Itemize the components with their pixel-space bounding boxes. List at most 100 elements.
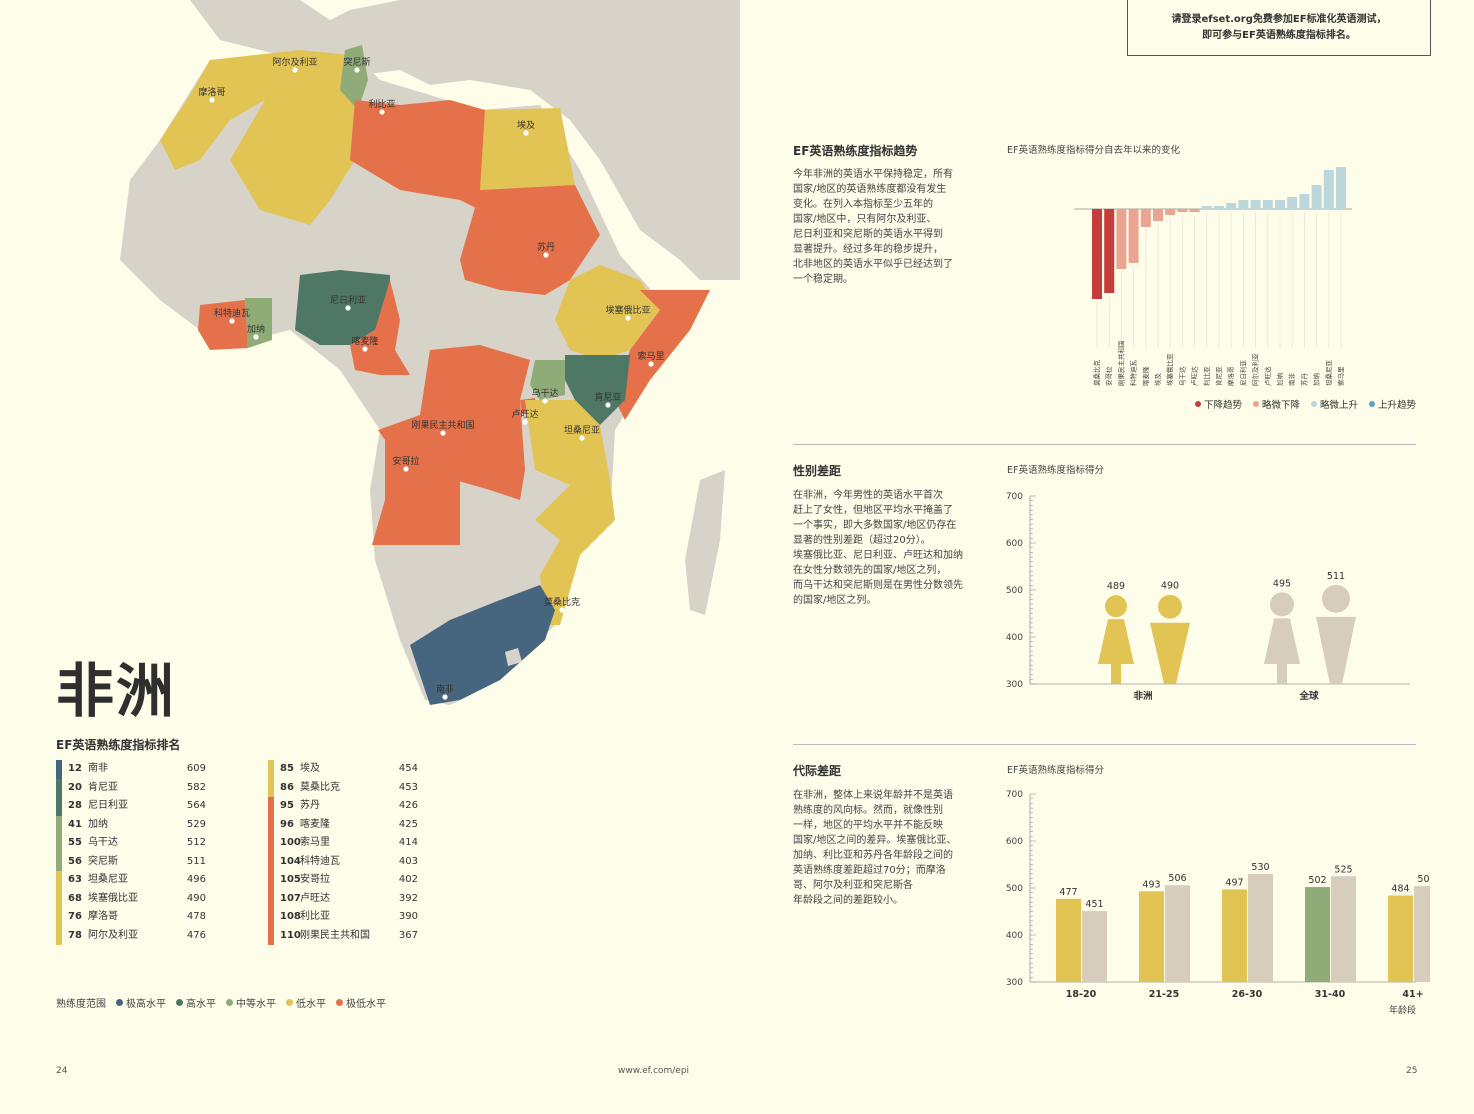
- age-tick-label: 400: [1006, 931, 1023, 941]
- age-value-label: 493: [1142, 879, 1160, 890]
- legend-item: 极高水平: [116, 995, 166, 1010]
- ranking-row: 105 安哥拉 402: [268, 871, 468, 890]
- trend-legend-dot-icon: [1311, 401, 1317, 407]
- map-city-dot: [292, 67, 298, 73]
- ranking-rank: 107: [280, 892, 301, 904]
- ranking-score: 511: [186, 855, 206, 867]
- map-city-dot: [403, 466, 409, 472]
- somalia: [615, 290, 710, 420]
- trend-bar: [1311, 185, 1322, 209]
- trend-bar: [1177, 209, 1188, 212]
- ranking-rank: 78: [68, 929, 82, 941]
- ranking-row: 95 苏丹 426: [268, 797, 468, 816]
- ranking-level-bar: [268, 889, 274, 908]
- age-value-label: 525: [1334, 864, 1352, 875]
- south-africa: [410, 585, 555, 705]
- map-city-dot: [625, 315, 631, 321]
- map-city-dot: [442, 694, 448, 700]
- ranking-rank: 28: [68, 800, 82, 811]
- age-value-label: 502: [1308, 875, 1326, 886]
- ranking-country: 安哥拉: [300, 874, 330, 885]
- ranking-country: 乌干达: [88, 837, 118, 848]
- ranking-country: 利比亚: [300, 911, 330, 922]
- gender-category-label: 非洲: [1133, 690, 1152, 702]
- map-label: 南非: [436, 683, 454, 695]
- map-city-dot: [648, 361, 654, 367]
- ranking-score: 403: [398, 855, 418, 867]
- ranking-country: 坦桑尼亚: [88, 874, 128, 885]
- age-category-label: 41+: [1402, 989, 1423, 1000]
- age-bar-second: [1082, 911, 1107, 982]
- ranking-rank: 95: [280, 800, 294, 811]
- ranking-level-bar: [56, 760, 62, 779]
- ranking-rank: 68: [68, 892, 82, 904]
- ranking-score: 512: [186, 837, 206, 848]
- ranking-rank: 100: [280, 837, 301, 848]
- gender-female-value: 495: [1273, 578, 1291, 589]
- page-number-right: 25: [1406, 1066, 1418, 1076]
- age-bar-first: [1222, 889, 1247, 982]
- ranking-country: 刚果民主共和国: [300, 929, 370, 941]
- ranking-row: 78 阿尔及利亚 476: [56, 926, 256, 945]
- gender-chart-caption: EF英语熟练度指标得分: [1007, 465, 1104, 476]
- trend-category-label: 卢旺达: [1263, 366, 1272, 386]
- ranking-score: 390: [398, 911, 418, 922]
- trend-legend-label: 略微上升: [1320, 399, 1359, 411]
- ranking-country: 索马里: [300, 837, 330, 848]
- trend-bar: [1336, 167, 1346, 209]
- age-bar-first: [1305, 887, 1330, 982]
- map-label: 苏丹: [537, 241, 555, 253]
- ranking-row: 107 卢旺达 392: [268, 889, 468, 908]
- legend-item: 极低水平: [336, 995, 386, 1010]
- map-city-dot: [522, 419, 528, 425]
- ranking-rank: 104: [280, 855, 301, 867]
- trend-category-label: 喀麦隆: [1141, 366, 1150, 386]
- trend-category-label: 肯尼亚: [1214, 366, 1223, 386]
- body-line: 一个事实，即大多数国家/地区仍存在: [793, 520, 957, 531]
- gender-female-value: 489: [1107, 581, 1125, 592]
- trend-category-label: 索马里: [1336, 366, 1345, 386]
- map-label: 肯尼亚: [594, 391, 621, 403]
- map-city-dot: [209, 97, 215, 103]
- body-line: 赶上了女性，但地区平均水平掩盖了: [793, 505, 953, 516]
- trend-bar: [1092, 209, 1102, 299]
- map-label: 坦桑尼亚: [564, 425, 600, 436]
- map-label: 埃及: [517, 119, 535, 131]
- age-bar-first: [1056, 898, 1081, 982]
- gender-tick-label: 500: [1006, 586, 1023, 596]
- age-value-label: 484: [1391, 884, 1409, 895]
- trend-legend-label: 略微下降: [1262, 399, 1301, 411]
- legend-dot-icon: [176, 999, 183, 1006]
- divider-2: [793, 744, 1416, 745]
- trend-category-label: 南非: [1287, 373, 1296, 387]
- ranking-rank: 86: [280, 781, 294, 793]
- callout-line-2: 即可参与EF英语熟练度指标排名。: [1202, 29, 1356, 41]
- map-city-dot: [253, 334, 259, 340]
- body-line: 变化。在列入本指标至少五年的: [793, 199, 933, 210]
- age-value-label: 451: [1085, 899, 1103, 910]
- body-line: 一个稳定期。: [793, 274, 853, 285]
- map-label: 埃塞俄比亚: [605, 304, 650, 316]
- trend-bar: [1299, 194, 1310, 209]
- kenya: [565, 355, 630, 425]
- ranking-row: 100 索马里 414: [268, 834, 468, 853]
- ranking-country: 突尼斯: [88, 855, 118, 867]
- tanzania: [525, 400, 610, 485]
- ranking-score: 478: [186, 911, 206, 922]
- ranking-rank: 55: [68, 837, 82, 848]
- ranking-score: 496: [186, 874, 206, 885]
- trend-category-label: 科特迪瓦: [1129, 360, 1138, 387]
- map-city-dot: [362, 346, 368, 352]
- age-category-label: 21-25: [1149, 989, 1179, 1000]
- legend-label: 熟练度范围: [56, 999, 106, 1010]
- body-line: 国家/地区之间的差异。埃塞俄比亚、: [793, 835, 957, 846]
- footer-url[interactable]: www.ef.com/epi: [618, 1066, 690, 1076]
- callout-line-1: 请登录efset.org免费参加EF标准化英语测试，: [1171, 13, 1387, 25]
- map-city-dot: [579, 435, 585, 441]
- body-line: 的国家/地区之列。: [793, 595, 877, 606]
- uganda: [530, 360, 565, 400]
- trend-bar: [1323, 170, 1334, 209]
- age-bar-first: [1139, 891, 1164, 982]
- ranking-row: 68 埃塞俄比亚 490: [56, 889, 256, 908]
